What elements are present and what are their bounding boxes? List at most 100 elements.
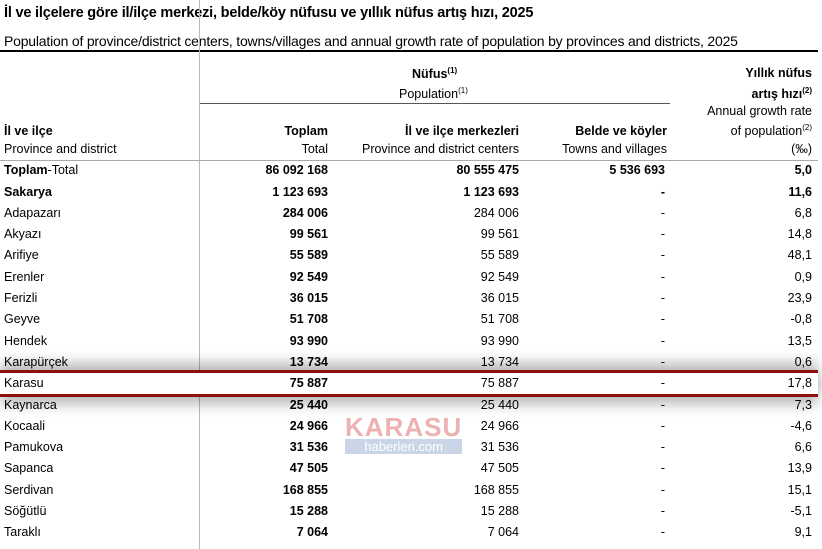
cell-centers: 1 123 693 xyxy=(463,184,519,199)
header-col0-en: Province and district xyxy=(4,142,117,156)
cell-name: Kocaali xyxy=(4,418,45,433)
table-row: Erenler 92 549 92 549 - 0,9 xyxy=(0,267,818,288)
cell-total: 31 536 xyxy=(289,440,328,455)
table-row: Sapanca 47 505 47 505 - 13,9 xyxy=(0,458,818,479)
cell-total: 99 561 xyxy=(289,227,328,242)
column-divider xyxy=(199,0,200,549)
cell-villages: - xyxy=(660,184,665,199)
cell-villages: - xyxy=(660,291,665,305)
header-population: Population(1) xyxy=(399,86,468,102)
table-row: Kaynarca 25 440 25 440 - 7,3 xyxy=(0,395,818,416)
cell-centers: 15 288 xyxy=(480,504,519,518)
cell-villages: - xyxy=(660,333,665,348)
table-row: Pamukova 31 536 31 536 - 6,6 xyxy=(0,437,818,458)
table-row-total: Toplam-Total 86 092 168 80 555 475 5 536… xyxy=(4,163,812,177)
cell-centers: 284 006 xyxy=(473,205,519,220)
cell-centers: 92 549 xyxy=(480,269,519,284)
cell-name: Akyazı xyxy=(4,227,42,242)
cell-name: Taraklı xyxy=(4,525,41,540)
cell-name: Pamukova xyxy=(4,440,64,455)
table-row: Akyazı 99 561 99 561 - 14,8 xyxy=(0,224,818,245)
table-row: Karapürçek 13 734 13 734 - 0,6 xyxy=(0,352,818,373)
cell-centers: 24 966 xyxy=(480,418,519,433)
cell-rate: 13,5 xyxy=(787,333,812,348)
cell-total: 55 589 xyxy=(289,248,328,263)
header-rate-unit: (‰) xyxy=(791,142,812,156)
cell-rate: 17,8 xyxy=(787,376,812,391)
table-row: Söğütlü 15 288 15 288 - -5,1 xyxy=(0,501,818,522)
cell-centers: 25 440 xyxy=(480,397,519,412)
cell-name: Sapanca xyxy=(4,461,54,476)
cell-total: 47 505 xyxy=(289,461,328,476)
cell-centers: 51 708 xyxy=(480,312,519,327)
cell-total: 13 734 xyxy=(289,354,328,369)
cell-total: 7 064 xyxy=(296,525,328,540)
header-divider xyxy=(0,160,818,161)
cell-villages: - xyxy=(660,418,665,433)
cell-villages: - xyxy=(660,397,665,412)
cell-rate: -0,8 xyxy=(790,312,812,327)
cell-rate: 15,1 xyxy=(787,482,812,497)
page-subtitle: Population of province/district centers,… xyxy=(4,33,738,49)
population-underline xyxy=(200,103,670,104)
cell-name: Serdivan xyxy=(4,482,54,497)
cell-total: 25 440 xyxy=(289,397,328,412)
cell-centers: 47 505 xyxy=(480,461,519,476)
header-col0-tr: İl ve ilçe xyxy=(4,124,53,138)
cell-rate: 6,8 xyxy=(794,205,812,220)
header-rate-en2: of population(2) xyxy=(730,123,812,139)
cell-villages: - xyxy=(660,248,665,263)
cell-villages: - xyxy=(660,525,665,540)
cell-name: Erenler xyxy=(4,269,45,284)
header-col1-tr: Toplam xyxy=(284,124,328,138)
cell-villages: - xyxy=(660,482,665,497)
cell-villages: - xyxy=(660,504,665,518)
table-row: Arifiye 55 589 55 589 - 48,1 xyxy=(0,245,818,266)
cell-centers: 13 734 xyxy=(480,354,519,369)
cell-name: Ferizli xyxy=(4,291,38,305)
cell-total: 24 966 xyxy=(289,418,328,433)
cell-centers: 55 589 xyxy=(480,248,519,263)
cell-centers: 7 064 xyxy=(487,525,519,540)
cell-villages: - xyxy=(660,376,665,391)
cell-rate: 6,6 xyxy=(794,440,812,455)
cell-villages: - xyxy=(660,269,665,284)
cell-centers: 99 561 xyxy=(480,227,519,242)
header-rate-tr2: artış hızı(2) xyxy=(751,86,813,102)
header-rate-en1: Annual growth rate xyxy=(707,104,812,118)
cell-rate: 11,6 xyxy=(788,184,812,199)
cell-centers: 93 990 xyxy=(480,333,519,348)
cell-rate: 14,8 xyxy=(787,227,812,242)
cell-name: Söğütlü xyxy=(4,504,47,518)
header-col2-en: Province and district centers xyxy=(361,142,519,156)
cell-villages: - xyxy=(660,205,665,220)
watermark-logo: KARASU haberleri.com xyxy=(345,412,463,454)
cell-total: 93 990 xyxy=(289,333,328,348)
table-row: Geyve 51 708 51 708 - -0,8 xyxy=(0,309,818,330)
header-nufus: Nüfus(1) xyxy=(412,66,458,82)
cell-rate: -4,6 xyxy=(790,418,812,433)
table-row: Kocaali 24 966 24 966 - -4,6 xyxy=(0,416,818,437)
table-row: Sakarya 1 123 693 1 123 693 - 11,6 xyxy=(0,182,818,203)
cell-name: Karasu xyxy=(4,376,44,391)
title-divider xyxy=(0,50,818,52)
cell-name: Hendek xyxy=(4,333,48,348)
cell-rate: 0,6 xyxy=(794,354,812,369)
cell-rate: 9,1 xyxy=(794,525,812,540)
cell-total: 51 708 xyxy=(289,312,328,327)
table-row-highlighted: Karasu 75 887 75 887 - 17,8 xyxy=(0,370,818,398)
table-row: Adapazarı 284 006 284 006 - 6,8 xyxy=(0,203,818,224)
table-row: Taraklı 7 064 7 064 - 9,1 xyxy=(0,522,818,543)
header-rate-tr1: Yıllık nüfus xyxy=(745,66,812,80)
table-row: Serdivan 168 855 168 855 - 15,1 xyxy=(0,480,818,501)
cell-rate: 48,1 xyxy=(787,248,812,263)
cell-total: 15 288 xyxy=(289,504,328,518)
cell-total: 1 123 693 xyxy=(272,184,328,199)
header-col3-en: Towns and villages xyxy=(562,142,667,156)
cell-total: 75 887 xyxy=(289,376,328,391)
cell-name: Karapürçek xyxy=(4,354,68,369)
header-col3-tr: Belde ve köyler xyxy=(575,124,667,138)
cell-rate: 23,9 xyxy=(787,291,812,305)
cell-centers: 31 536 xyxy=(480,440,519,455)
cell-name: Arifiye xyxy=(4,248,39,263)
